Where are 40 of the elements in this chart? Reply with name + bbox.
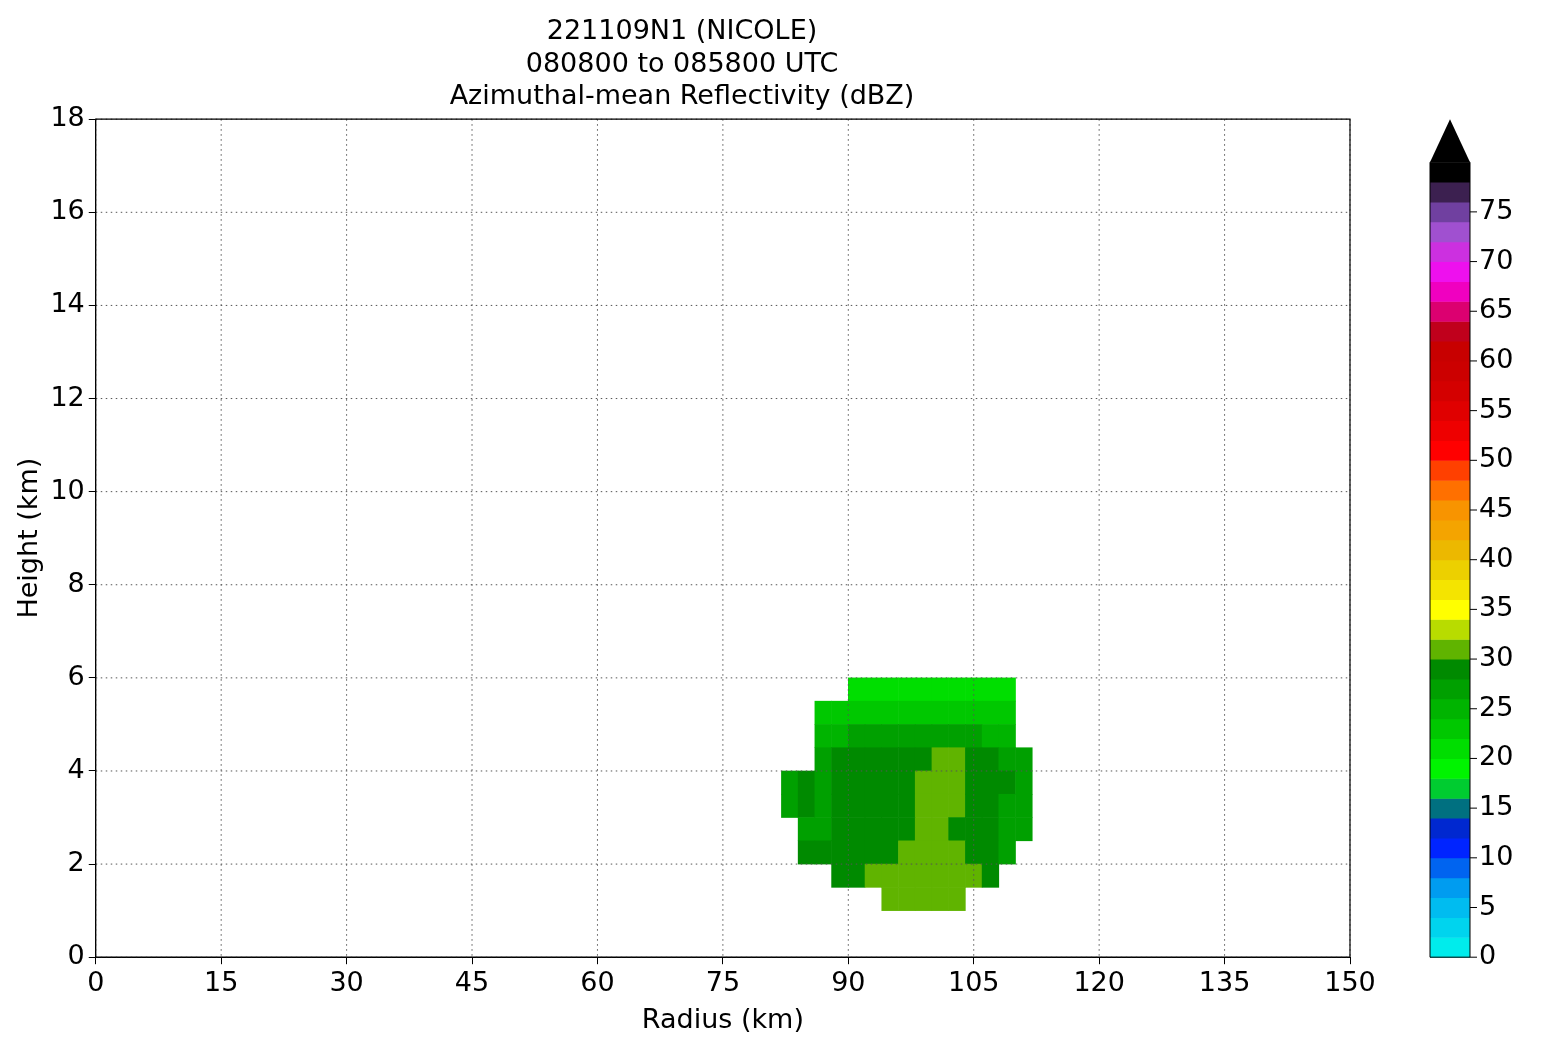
x-tick-label: 75 [705, 966, 741, 998]
color-bar-label: 25 [1479, 690, 1514, 722]
color-bar-label: 40 [1479, 541, 1514, 573]
color-bar-label: 55 [1479, 392, 1514, 424]
x-tick-label: 45 [454, 966, 490, 998]
y-tick-label: 10 [50, 473, 85, 505]
y-tick-label: 2 [67, 846, 85, 878]
x-tick-label: 105 [947, 966, 1000, 998]
x-tick-label: 0 [87, 966, 105, 998]
x-tick-label: 120 [1073, 966, 1125, 998]
color-bar-label: 75 [1479, 193, 1514, 225]
y-tick-label: 16 [50, 194, 85, 226]
y-tick-label: 0 [67, 939, 85, 971]
color-bar-label: 10 [1479, 839, 1514, 871]
y-tick-label: 14 [50, 287, 85, 319]
x-tick-label: 90 [831, 966, 866, 998]
y-axis-title: Height (km) [12, 457, 44, 619]
color-bar-label: 65 [1479, 293, 1514, 325]
x-tick-label: 135 [1198, 966, 1251, 998]
color-bar-label: 35 [1479, 591, 1514, 623]
color-bar-label: 50 [1479, 442, 1514, 474]
color-bar-label: 70 [1479, 243, 1514, 275]
color-bar-label: 30 [1479, 641, 1514, 673]
x-axis-title: Radius (km) [641, 1002, 804, 1034]
x-tick-label: 30 [329, 966, 364, 998]
color-bar-label: 45 [1479, 492, 1514, 524]
x-tick-label: 15 [204, 966, 239, 998]
color-bar-label: 60 [1479, 342, 1514, 374]
y-tick-label: 8 [67, 566, 85, 598]
color-bar-label: 20 [1479, 740, 1514, 772]
y-tick-label: 12 [50, 380, 85, 412]
y-tick-label: 18 [50, 101, 85, 133]
x-tick-label: 60 [580, 966, 615, 998]
color-bar-label: 15 [1479, 790, 1514, 822]
y-tick-label: 6 [67, 659, 85, 691]
chart-title: 221109N1 (NICOLE) 080800 to 085800 UTC Azimuthal-mean Reflectivity (dBZ) [449, 14, 915, 111]
y-tick-label: 4 [67, 752, 85, 784]
x-tick-label: 150 [1324, 966, 1376, 998]
color-bar-label: 0 [1479, 939, 1497, 971]
color-bar-label: 5 [1479, 889, 1497, 921]
